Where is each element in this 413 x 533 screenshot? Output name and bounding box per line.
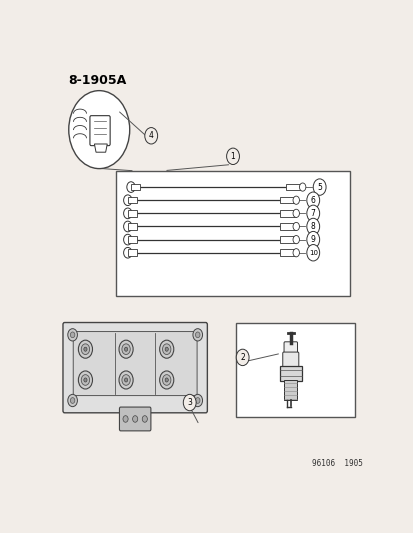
Circle shape xyxy=(121,375,130,385)
Circle shape xyxy=(123,247,132,258)
Bar xyxy=(285,184,302,190)
FancyBboxPatch shape xyxy=(73,332,197,395)
Circle shape xyxy=(83,347,87,351)
Bar xyxy=(279,249,296,256)
Circle shape xyxy=(78,371,92,389)
Circle shape xyxy=(236,349,249,366)
Bar xyxy=(128,197,136,204)
Text: 3: 3 xyxy=(187,398,192,407)
Circle shape xyxy=(159,340,173,358)
Circle shape xyxy=(123,208,132,219)
Circle shape xyxy=(313,179,325,195)
Circle shape xyxy=(78,340,92,358)
FancyBboxPatch shape xyxy=(283,342,297,357)
Circle shape xyxy=(126,182,135,192)
Circle shape xyxy=(165,347,168,351)
Text: 9: 9 xyxy=(310,235,315,244)
Bar xyxy=(279,197,296,204)
Circle shape xyxy=(68,394,77,407)
Circle shape xyxy=(306,192,319,208)
Circle shape xyxy=(81,344,89,354)
FancyBboxPatch shape xyxy=(282,352,298,369)
Text: 7: 7 xyxy=(310,209,315,218)
Text: 2: 2 xyxy=(240,353,244,362)
Bar xyxy=(128,210,136,216)
Circle shape xyxy=(119,340,133,358)
Circle shape xyxy=(123,416,128,422)
Circle shape xyxy=(292,248,299,257)
Circle shape xyxy=(123,221,132,232)
Circle shape xyxy=(299,183,305,191)
Circle shape xyxy=(83,378,87,382)
Circle shape xyxy=(121,344,130,354)
Bar xyxy=(284,380,297,400)
Polygon shape xyxy=(94,144,107,152)
Bar xyxy=(236,322,354,417)
Circle shape xyxy=(70,398,75,403)
Circle shape xyxy=(306,205,319,222)
Text: 4: 4 xyxy=(148,131,153,140)
Circle shape xyxy=(132,416,138,422)
Text: 10: 10 xyxy=(308,250,317,256)
Circle shape xyxy=(165,378,168,382)
Circle shape xyxy=(292,209,299,217)
Circle shape xyxy=(159,371,173,389)
Circle shape xyxy=(192,329,202,341)
Bar xyxy=(131,184,140,190)
Circle shape xyxy=(123,195,132,206)
Text: 6: 6 xyxy=(310,196,315,205)
Circle shape xyxy=(142,416,147,422)
Circle shape xyxy=(162,375,171,385)
FancyBboxPatch shape xyxy=(279,366,301,381)
FancyBboxPatch shape xyxy=(90,116,110,146)
Text: 96106  1905: 96106 1905 xyxy=(311,459,362,468)
Circle shape xyxy=(124,378,127,382)
Bar xyxy=(128,236,136,243)
Text: 5: 5 xyxy=(316,183,321,191)
Text: 8-1905A: 8-1905A xyxy=(68,74,126,87)
Circle shape xyxy=(81,375,89,385)
Circle shape xyxy=(68,329,77,341)
Circle shape xyxy=(292,222,299,231)
Text: 8: 8 xyxy=(310,222,315,231)
Circle shape xyxy=(195,398,199,403)
Circle shape xyxy=(192,394,202,407)
Circle shape xyxy=(145,127,157,144)
FancyBboxPatch shape xyxy=(63,322,207,413)
Circle shape xyxy=(124,347,127,351)
Circle shape xyxy=(183,394,196,411)
Circle shape xyxy=(123,235,132,245)
Circle shape xyxy=(306,231,319,248)
Circle shape xyxy=(69,91,129,168)
Bar xyxy=(128,249,136,256)
Bar xyxy=(279,223,296,230)
Bar xyxy=(116,171,349,296)
Circle shape xyxy=(292,236,299,244)
Circle shape xyxy=(162,344,171,354)
FancyBboxPatch shape xyxy=(119,407,150,431)
Circle shape xyxy=(306,219,319,235)
Text: 1: 1 xyxy=(230,152,235,161)
Circle shape xyxy=(119,371,133,389)
Circle shape xyxy=(226,148,239,165)
Circle shape xyxy=(292,196,299,204)
Bar xyxy=(128,223,136,230)
Bar xyxy=(279,210,296,216)
Circle shape xyxy=(306,245,319,261)
Circle shape xyxy=(70,332,75,338)
Bar xyxy=(279,236,296,243)
Circle shape xyxy=(195,332,199,338)
